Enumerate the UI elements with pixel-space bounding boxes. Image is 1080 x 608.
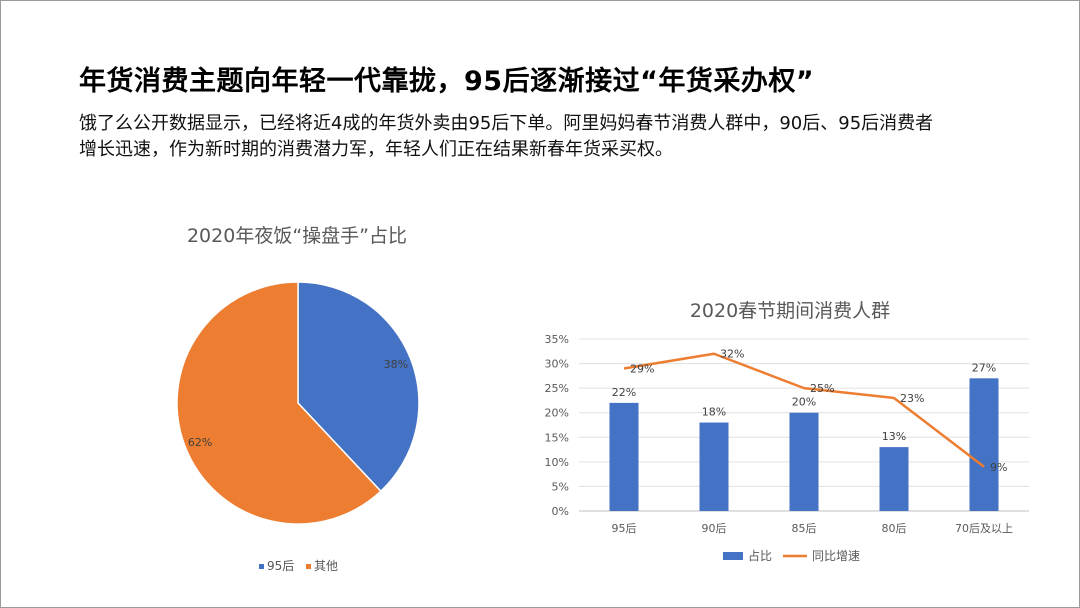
legend-label: 其他 [314, 559, 338, 573]
line-data-label: 32% [720, 348, 744, 361]
slide-headline: 年货消费主题向年轻一代靠拢，95后逐渐接过“年货采办权” [79, 66, 815, 97]
pie-slices [176, 281, 420, 525]
paragraph-line: 饿了么公开数据显示，已经将近4成的年货外卖由95后下单。阿里妈妈春节消费人群中，… [79, 113, 934, 134]
pie-slice [297, 281, 420, 493]
bar-data-label: 20% [792, 396, 816, 409]
line-data-label: 29% [630, 362, 654, 375]
bar-data-label: 27% [972, 361, 996, 374]
bar [699, 422, 729, 511]
pie-labels: 38% 62% [188, 358, 408, 449]
line-path [623, 352, 985, 468]
bar [969, 378, 999, 511]
x-tick-label: 90后 [702, 522, 727, 535]
paragraph-line: 增长迅速，作为新时期的消费潜力军，年轻人们正在结果新春年货采买权。 [79, 139, 673, 160]
y-tick-label: 0% [552, 505, 569, 518]
legend-marker [306, 564, 311, 569]
slide-paragraph: 饿了么公开数据显示，已经将近4成的年货外卖由95后下单。阿里妈妈春节消费人群中，… [79, 111, 1039, 163]
bar-data-label: 13% [882, 430, 906, 443]
y-tick-label: 35% [545, 333, 569, 346]
combo-chart: 2020春节期间消费人群 0%5%10%15%20%25%30%35% 22%1… [545, 300, 1029, 563]
legend-marker [723, 552, 743, 560]
combo-y-axis: 0% 5% 10% 15% 20% 25% 30% 35% [545, 333, 569, 518]
x-tick-label: 95后 [612, 522, 637, 535]
y-tick-label: 30% [545, 358, 569, 371]
pie-chart-title: 2020年夜饭“操盘手”占比 [187, 225, 407, 247]
line-data-label: 23% [900, 392, 924, 405]
combo-line-series: 29% 32% 25% 23% 9% [623, 348, 1007, 474]
y-tick-label: 15% [545, 431, 569, 444]
combo-bars: 22% 18% 20% 13% 27% [609, 361, 999, 511]
x-tick-label: 85后 [792, 522, 817, 535]
pie-slice [176, 281, 382, 525]
combo-chart-title: 2020春节期间消费人群 [690, 300, 890, 322]
x-tick-label: 80后 [882, 522, 907, 535]
x-tick-label: 70后及以上 [955, 522, 1013, 535]
legend-marker [259, 564, 264, 569]
pie-legend: 95后 其他 [259, 559, 338, 573]
pie-chart: 2020年夜饭“操盘手”占比 38% 62% 95后 其他 [176, 225, 420, 573]
combo-legend: 占比 同比增速 [723, 548, 860, 563]
pie-data-label: 38% [384, 358, 408, 371]
legend-label: 95后 [267, 559, 294, 573]
bar-data-label: 18% [702, 406, 726, 419]
y-tick-label: 25% [545, 382, 569, 395]
bar [789, 412, 819, 511]
bar [609, 402, 639, 511]
combo-x-axis: 95后 90后 85后 80后 70后及以上 [612, 522, 1014, 535]
y-tick-label: 20% [545, 407, 569, 420]
legend-label: 同比增速 [812, 549, 860, 563]
pie-data-label: 62% [188, 436, 212, 449]
line-data-label: 25% [810, 382, 834, 395]
y-tick-label: 10% [545, 456, 569, 469]
y-tick-label: 5% [552, 480, 569, 493]
legend-label: 占比 [748, 548, 772, 563]
bar-data-label: 22% [612, 386, 636, 399]
bar [879, 447, 909, 511]
line-data-label: 9% [990, 461, 1007, 474]
